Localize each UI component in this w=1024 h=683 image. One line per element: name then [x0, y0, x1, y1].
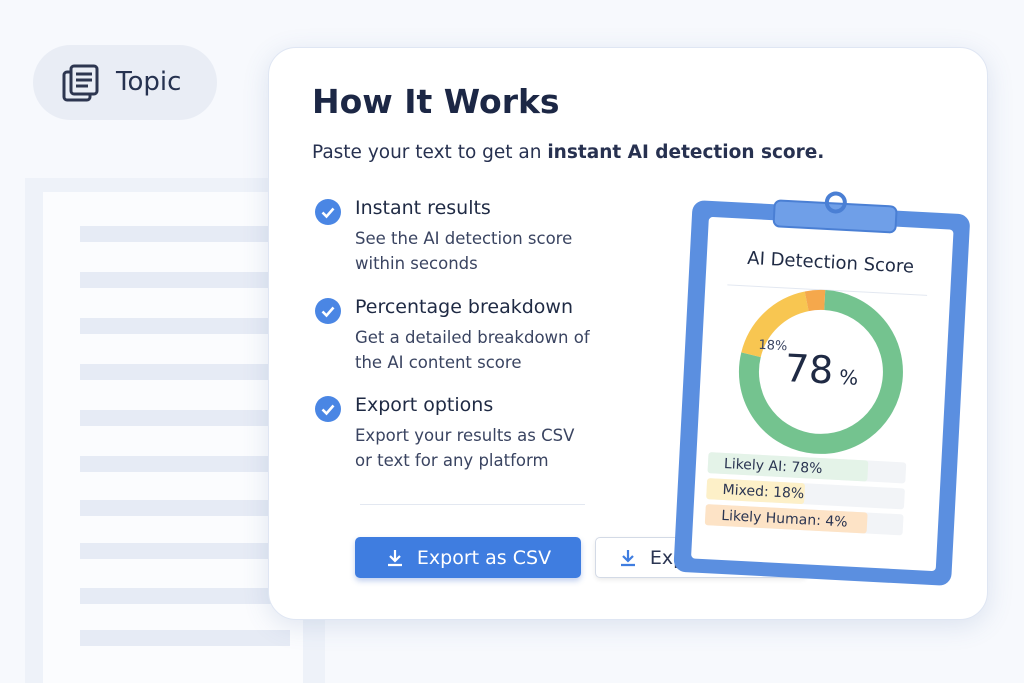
placeholder-line: [80, 226, 290, 242]
legend-fill: [704, 504, 868, 534]
download-icon: [620, 549, 635, 566]
topic-label: Topic: [116, 67, 182, 97]
feature-description: See the AI detection score: [355, 229, 573, 248]
feature-title: Export options: [355, 394, 494, 416]
check-circle: [315, 199, 341, 225]
legend-label: Likely AI: 78%: [724, 456, 823, 477]
check-icon: [315, 199, 341, 225]
topic-pill[interactable]: Topic: [33, 45, 217, 120]
placeholder-line: [80, 500, 290, 516]
feature-title: Instant results: [355, 197, 491, 219]
check-icon: [315, 396, 341, 422]
divider: [360, 504, 585, 505]
donut-segment: [741, 291, 810, 358]
intro: Paste your text to get an instant AI det…: [312, 142, 824, 163]
check-icon: [315, 298, 341, 324]
export-csv-button[interactable]: Export as CSV: [355, 537, 581, 578]
check-circle: [315, 396, 341, 422]
topic-icon: [62, 64, 99, 102]
feature-description: the AI content score: [355, 353, 522, 372]
clipboard-ring: [824, 191, 847, 214]
placeholder-line: [80, 543, 290, 559]
legend-fill: [706, 478, 805, 505]
center-value: 78: [784, 346, 835, 392]
feature-description: or text for any platform: [355, 451, 549, 470]
intro-text: Paste your text to get an: [312, 142, 548, 163]
feature-description: Export your results as CSV: [355, 426, 575, 445]
feature-description: Get a detailed breakdown of: [355, 328, 590, 347]
card-title: How It Works: [312, 82, 560, 121]
placeholder-line: [80, 588, 290, 604]
download-icon: [387, 549, 402, 566]
donut-segment: [739, 290, 903, 454]
feature-description: within seconds: [355, 254, 478, 273]
check-mark: [321, 306, 335, 318]
placeholder-line: [80, 410, 290, 426]
placeholder-line: [80, 456, 290, 472]
placeholder-line: [80, 318, 290, 334]
clipboard-clip: [772, 199, 898, 234]
segment-label: 18%: [758, 338, 788, 354]
legend-label: Likely Human: 4%: [721, 508, 848, 531]
center-unit: %: [839, 365, 859, 390]
placeholder-line: [80, 272, 290, 288]
score-divider: [727, 284, 928, 296]
check-circle: [315, 298, 341, 324]
check-mark: [321, 404, 335, 416]
check-mark: [321, 207, 335, 219]
placeholder-line: [80, 630, 290, 646]
donut-segment: [804, 289, 826, 312]
button-label: Export as CSV: [416, 546, 552, 569]
intro-emphasis: instant AI detection score.: [547, 142, 825, 163]
legend-fill: [707, 452, 869, 482]
feature-title: Percentage breakdown: [355, 296, 573, 318]
placeholder-line: [80, 364, 290, 380]
legend-label: Mixed: 18%: [722, 482, 804, 502]
